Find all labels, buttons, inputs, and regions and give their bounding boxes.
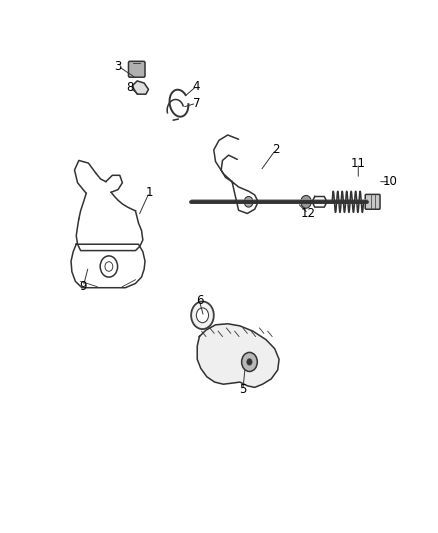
Text: 6: 6 xyxy=(196,294,203,308)
Text: 4: 4 xyxy=(193,80,200,93)
Text: 5: 5 xyxy=(239,383,247,396)
Text: 1: 1 xyxy=(145,186,153,199)
Text: 10: 10 xyxy=(383,175,397,188)
Text: 9: 9 xyxy=(79,280,87,293)
Text: 11: 11 xyxy=(351,157,366,169)
Text: 8: 8 xyxy=(126,81,134,94)
Polygon shape xyxy=(197,324,279,387)
Text: 2: 2 xyxy=(272,143,279,156)
Circle shape xyxy=(244,197,253,207)
Circle shape xyxy=(247,359,252,365)
Text: 12: 12 xyxy=(301,207,316,220)
FancyBboxPatch shape xyxy=(128,61,145,77)
FancyBboxPatch shape xyxy=(365,195,380,209)
Circle shape xyxy=(242,352,257,372)
Text: 3: 3 xyxy=(114,60,122,72)
Polygon shape xyxy=(133,81,148,94)
Text: 7: 7 xyxy=(193,96,200,110)
Circle shape xyxy=(301,196,311,208)
